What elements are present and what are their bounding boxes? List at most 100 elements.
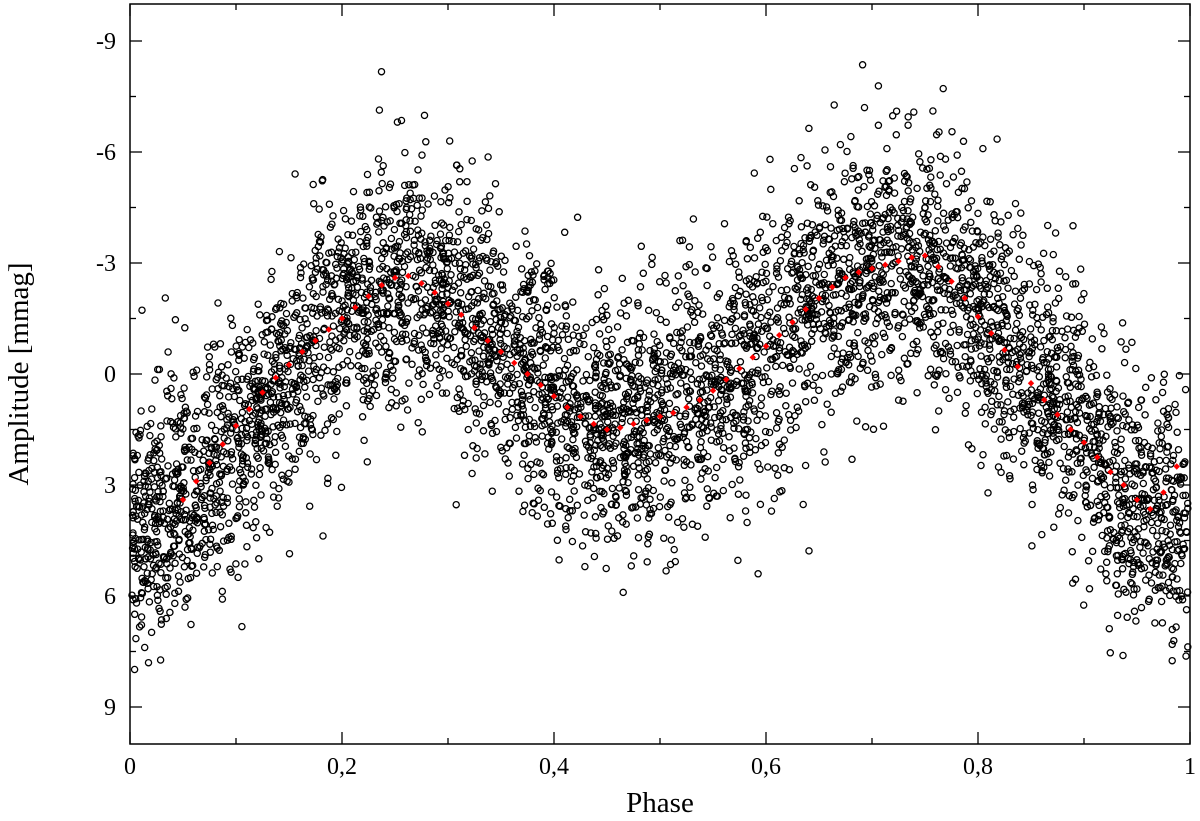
observation-point bbox=[218, 587, 227, 596]
observation-point bbox=[1158, 582, 1166, 590]
observation-point bbox=[919, 272, 927, 280]
observation-point bbox=[929, 107, 937, 115]
observation-point bbox=[261, 412, 269, 420]
observation-point bbox=[896, 275, 905, 283]
observation-point bbox=[771, 464, 779, 472]
observation-point bbox=[275, 338, 283, 346]
observation-point bbox=[707, 423, 716, 431]
observation-point bbox=[684, 395, 693, 403]
observation-point bbox=[1162, 456, 1170, 465]
observation-point bbox=[1074, 481, 1082, 489]
observation-point bbox=[780, 223, 789, 232]
observation-point bbox=[616, 309, 625, 317]
observation-point bbox=[707, 332, 716, 341]
observation-point bbox=[356, 227, 365, 236]
observation-point bbox=[821, 220, 830, 229]
observation-point bbox=[758, 327, 766, 336]
observation-point bbox=[720, 219, 729, 228]
observation-point bbox=[223, 494, 232, 502]
observation-point bbox=[900, 319, 909, 327]
observation-point bbox=[886, 346, 894, 355]
observation-point bbox=[715, 323, 724, 332]
observation-point bbox=[731, 283, 740, 292]
observation-point bbox=[377, 67, 386, 76]
observation-point bbox=[817, 308, 826, 316]
observation-point bbox=[1170, 636, 1178, 645]
observation-point bbox=[181, 403, 190, 412]
observation-point bbox=[848, 455, 856, 464]
observation-point bbox=[407, 205, 416, 213]
observation-point bbox=[974, 209, 982, 218]
observation-point bbox=[156, 656, 165, 664]
observation-point bbox=[581, 437, 590, 446]
observation-point bbox=[803, 369, 811, 377]
observation-point bbox=[375, 187, 383, 195]
observation-point bbox=[894, 252, 902, 260]
observation-point bbox=[137, 613, 146, 621]
observation-point bbox=[710, 403, 718, 411]
observation-point bbox=[130, 665, 139, 674]
observation-point bbox=[465, 252, 474, 260]
observation-point bbox=[1136, 503, 1145, 511]
observation-point bbox=[563, 443, 571, 451]
observation-point bbox=[136, 593, 145, 602]
observation-point bbox=[772, 362, 780, 371]
observation-point bbox=[1016, 404, 1024, 412]
observation-point bbox=[778, 486, 786, 495]
observation-point bbox=[734, 463, 743, 471]
observation-point bbox=[757, 313, 765, 322]
observation-point bbox=[901, 230, 909, 239]
observation-point bbox=[450, 282, 459, 291]
observation-point bbox=[1060, 430, 1069, 439]
observation-point bbox=[187, 456, 195, 464]
observation-point bbox=[347, 362, 355, 370]
observation-point bbox=[912, 337, 921, 346]
observation-point bbox=[361, 349, 370, 358]
observation-point bbox=[763, 295, 772, 304]
observation-point bbox=[365, 258, 374, 267]
observation-point bbox=[413, 201, 421, 210]
observation-point bbox=[472, 409, 481, 417]
observation-point bbox=[885, 322, 894, 331]
observation-point bbox=[525, 297, 534, 306]
observation-point bbox=[1154, 519, 1162, 527]
observation-point bbox=[735, 273, 744, 282]
observation-point bbox=[1144, 442, 1152, 451]
observation-point bbox=[564, 513, 572, 522]
observation-point bbox=[825, 301, 833, 310]
observation-point bbox=[379, 239, 387, 247]
observation-point bbox=[349, 187, 358, 196]
observation-point bbox=[590, 343, 598, 352]
observation-point bbox=[1098, 345, 1106, 353]
observation-point bbox=[869, 425, 878, 434]
observation-point bbox=[554, 419, 562, 427]
observation-point bbox=[167, 550, 175, 558]
observation-point bbox=[552, 428, 561, 437]
observation-point bbox=[1133, 556, 1141, 564]
observation-point bbox=[571, 429, 579, 438]
observation-point bbox=[240, 401, 249, 410]
observation-point bbox=[1103, 371, 1111, 379]
observation-point bbox=[274, 421, 282, 430]
observation-point bbox=[517, 265, 526, 273]
observation-point bbox=[791, 333, 799, 342]
observation-point bbox=[546, 510, 555, 518]
observation-point bbox=[1177, 474, 1186, 482]
observation-point bbox=[1035, 372, 1044, 381]
observation-point bbox=[785, 465, 794, 474]
observation-point bbox=[388, 374, 397, 382]
observation-point bbox=[329, 212, 337, 220]
observation-point bbox=[998, 319, 1006, 328]
observation-point bbox=[598, 392, 607, 400]
observation-point bbox=[1118, 319, 1127, 327]
observation-point bbox=[289, 390, 297, 398]
observation-point bbox=[1159, 571, 1167, 579]
observation-point bbox=[267, 275, 275, 284]
observation-point bbox=[1119, 651, 1127, 660]
observation-point bbox=[352, 248, 360, 256]
observation-point bbox=[576, 339, 584, 348]
observation-point bbox=[982, 276, 991, 285]
observation-point bbox=[613, 323, 622, 331]
observation-point bbox=[582, 324, 590, 332]
observation-point bbox=[1072, 446, 1080, 454]
